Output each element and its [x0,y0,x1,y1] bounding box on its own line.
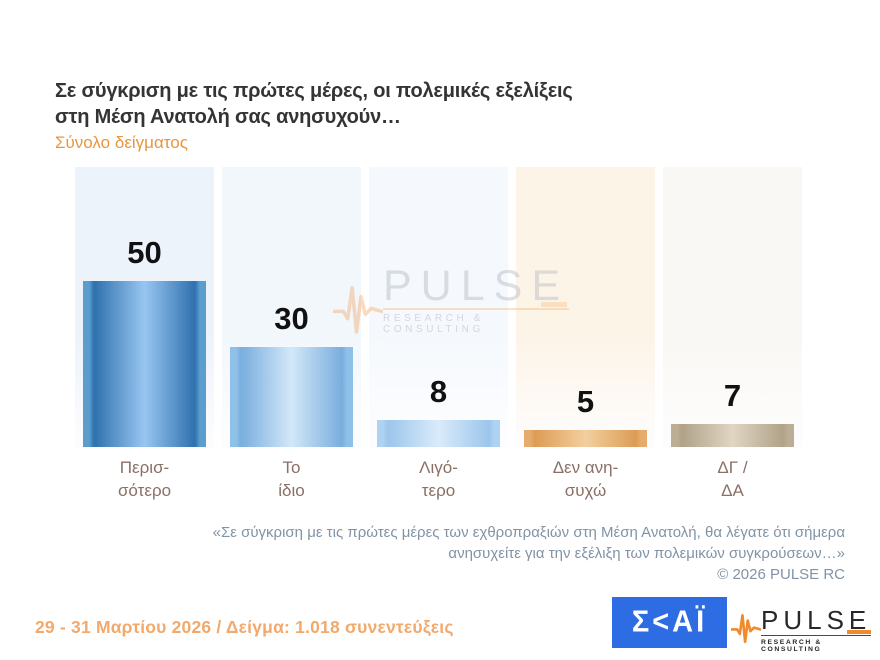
bar-value-label: 30 [274,301,309,336]
chart-title: Σε σύγκριση με τις πρώτες μέρες, οι πολε… [55,78,573,131]
chart-title-line1: Σε σύγκριση με τις πρώτες μέρες, οι πολε… [55,80,573,102]
pulse-waveform-icon [731,613,761,644]
category-label: Λιγό-τερο [419,458,458,500]
category-label: Δεν ανη-συχώ [552,458,619,500]
pulse-logo-tagline: RESEARCH & CONSULTING [761,639,822,653]
chart-column: 7 ΔΓ / ΔΑ [663,167,802,507]
bar-chart: 50 Περισ-σότερο 30 Το ίδιο 8 Λιγό-τερο 5 Δεν ανη… [75,167,802,507]
chart-column: 5 Δεν ανη-συχώ [516,167,655,507]
chart-column: 50 Περισ-σότερο [75,167,214,507]
bar [83,281,206,447]
chart-column: 30 Το ίδιο [222,167,361,507]
column-background: 5 [516,167,655,449]
bar-value-label: 8 [429,374,448,409]
category-label: Το ίδιο [278,458,305,500]
bar [524,430,647,447]
skai-logo: Σ<ΑΪ [612,597,727,648]
question-footnote: «Σε σύγκριση με τις πρώτες μέρες των εχθ… [165,522,845,585]
bar-chart-columns: 50 Περισ-σότερο 30 Το ίδιο 8 Λιγό-τερο 5 Δεν ανη… [75,167,802,507]
pulse-logo-brand: PULSE [761,604,872,635]
pulse-logo-text: PULSE RESEARCH & CONSULTING [761,604,872,653]
copyright-line: © 2026 PULSE RC [717,566,845,583]
pulse-logo: PULSE RESEARCH & CONSULTING [731,593,872,653]
column-background: 7 [663,167,802,449]
bar-value-label: 5 [576,384,595,419]
chart-title-line2: στη Μέση Ανατολή σας ανησυχούν… [55,106,401,129]
footnote-line1: «Σε σύγκριση με τις πρώτες μέρες των εχθ… [212,524,845,541]
footnote-line2: ανησυχείτε για την εξέλιξη των πολεμικών… [448,545,845,562]
chart-column: 8 Λιγό-τερο [369,167,508,507]
pulse-logo-rule [761,629,872,636]
skai-logo-text: Σ<ΑΪ [631,605,708,639]
column-background: 8 [369,167,508,449]
category-label: Περισ-σότερο [117,458,172,500]
column-background: 30 [222,167,361,449]
chart-subtitle: Σύνολο δείγματος [55,133,188,152]
bar-value-label: 50 [127,235,162,270]
bar [671,424,794,447]
column-background: 50 [75,167,214,449]
bar [377,420,500,447]
bar [230,347,353,447]
pulse-logo-submark [847,629,872,634]
category-label: ΔΓ / ΔΑ [717,458,748,500]
fieldwork-date-sample: 29 - 31 Μαρτίου 2026 / Δείγμα: 1.018 συν… [35,617,454,637]
bar-value-label: 7 [723,378,742,413]
